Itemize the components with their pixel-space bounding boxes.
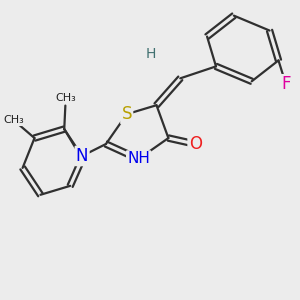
Text: O: O	[189, 135, 202, 153]
Text: CH₃: CH₃	[3, 115, 24, 125]
Text: N: N	[76, 147, 88, 165]
Text: NH: NH	[127, 152, 150, 166]
Text: H: H	[145, 47, 156, 61]
Text: CH₃: CH₃	[56, 93, 76, 103]
Text: F: F	[281, 75, 291, 93]
Text: S: S	[122, 105, 132, 123]
